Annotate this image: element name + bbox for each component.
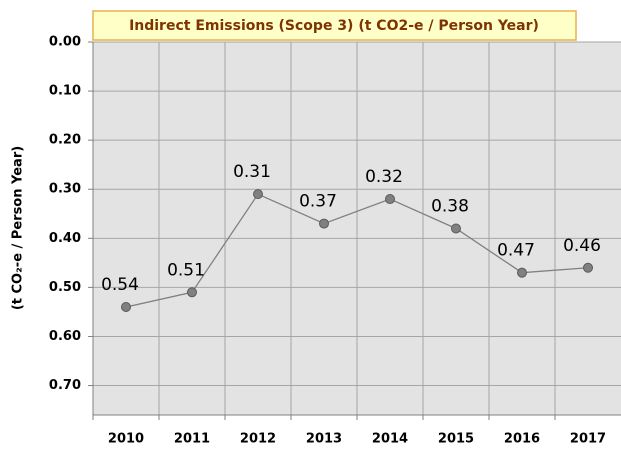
chart-title: Indirect Emissions (Scope 3) (t CO2-e / … [129,18,539,34]
data-point [319,218,329,229]
data-point [583,262,593,273]
data-label: 0.37 [299,192,337,212]
y-tick-label: 0.00 [49,35,81,50]
y-tick-label: 0.50 [49,280,81,295]
title-box [92,10,577,41]
data-point [187,287,197,298]
x-tick-label: 2013 [306,432,342,447]
data-point [121,302,131,313]
y-tick-label: 0.60 [49,329,81,344]
data-label: 0.51 [167,260,205,280]
data-point [385,194,395,205]
y-tick-label: 0.40 [49,231,81,246]
data-point [253,189,263,200]
data-label: 0.32 [365,167,403,187]
data-point [517,267,527,278]
x-tick-label: 2017 [570,432,606,447]
y-tick-label: 0.20 [49,133,81,148]
y-tick-label: 0.10 [49,84,81,99]
data-label: 0.46 [563,236,601,256]
x-tick-label: 2012 [240,432,276,447]
data-label: 0.31 [233,162,271,182]
y-tick-label: 0.70 [49,378,81,393]
data-label: 0.38 [431,197,469,217]
x-tick-label: 2011 [174,432,210,447]
data-point [451,223,461,234]
data-label: 0.54 [101,275,139,295]
y-tick-label: 0.30 [49,182,81,197]
data-line [125,193,589,308]
x-tick-label: 2016 [504,432,540,447]
x-tick-label: 2010 [108,432,144,447]
data-label: 0.47 [497,241,535,261]
y-axis-label: (t CO₂-e / Person Year) [11,146,26,310]
x-tick-label: 2015 [438,432,474,447]
x-tick-label: 2014 [372,432,408,447]
